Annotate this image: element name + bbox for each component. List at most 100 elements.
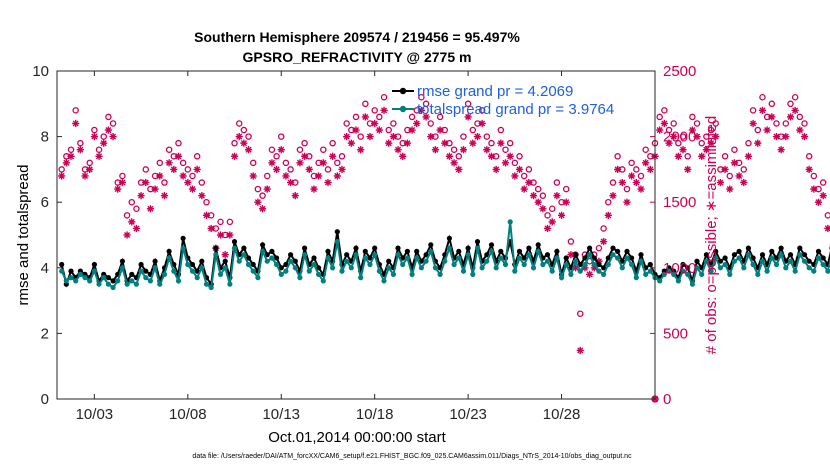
- obs-assimilated-point: [549, 218, 556, 225]
- series-point: [68, 275, 73, 280]
- series-point: [269, 255, 274, 260]
- obs-assimilated-point: [348, 140, 355, 147]
- chart-subtitle: GPSRO_REFRACTIVITY @ 2775 m: [243, 49, 472, 65]
- obs-assimilated-point: [287, 179, 294, 186]
- series-point: [610, 246, 615, 251]
- series-point: [405, 249, 410, 254]
- y-axis-label-left: rmse and totalspread: [15, 165, 32, 306]
- series-point: [87, 278, 92, 283]
- series-point: [335, 239, 340, 244]
- series-point: [489, 249, 494, 254]
- obs-assimilated-point: [432, 146, 439, 153]
- obs-possible-point: [274, 154, 279, 159]
- series-point: [424, 259, 429, 264]
- obs-assimilated-point: [194, 166, 201, 173]
- obs-possible-point: [265, 173, 270, 178]
- series-point: [213, 252, 218, 257]
- obs-assimilated-point: [614, 166, 621, 173]
- series-point: [339, 269, 344, 274]
- series-point: [643, 272, 648, 277]
- series-point: [59, 269, 64, 274]
- obs-possible-point: [522, 173, 527, 178]
- obs-possible-point: [685, 154, 690, 159]
- series-point: [657, 278, 662, 283]
- series-point: [648, 269, 653, 274]
- series-point: [92, 269, 97, 274]
- obs-assimilated-point: [352, 126, 359, 133]
- obs-assimilated-point: [427, 133, 434, 140]
- x-tick-label: 10/23: [449, 406, 487, 423]
- series-point: [592, 262, 597, 267]
- series-point: [788, 252, 793, 257]
- obs-possible-point: [283, 160, 288, 165]
- obs-assimilated-point: [796, 126, 803, 133]
- obs-assimilated-point: [721, 166, 728, 173]
- series-point: [545, 259, 550, 264]
- obs-assimilated-point: [502, 159, 509, 166]
- series-point: [92, 262, 97, 267]
- obs-possible-point: [545, 213, 550, 218]
- obs-assimilated-point: [792, 107, 799, 114]
- series-point: [125, 282, 130, 287]
- series-point: [517, 249, 522, 254]
- obs-assimilated-point: [394, 146, 401, 153]
- series-point: [606, 262, 611, 267]
- series-point: [134, 282, 139, 287]
- series-point: [115, 278, 120, 283]
- obs-possible-point: [783, 121, 788, 126]
- obs-assimilated-point: [81, 172, 88, 179]
- series-point: [821, 262, 826, 267]
- obs-possible-point: [232, 141, 237, 146]
- obs-assimilated-point: [605, 212, 612, 219]
- obs-assimilated-point: [366, 133, 373, 140]
- series-point: [349, 265, 354, 270]
- series-point: [456, 255, 461, 260]
- series-point: [648, 262, 653, 267]
- obs-assimilated-point: [222, 251, 229, 258]
- obs-assimilated-point: [114, 185, 121, 192]
- legend-spread-label: totalspread grand pr = 3.9764: [417, 101, 614, 118]
- obs-assimilated-point: [236, 133, 243, 140]
- series-point: [526, 246, 531, 251]
- obs-assimilated-point: [315, 172, 322, 179]
- obs-possible-point: [774, 121, 779, 126]
- obs-assimilated-point: [810, 185, 817, 192]
- series-point: [779, 246, 784, 251]
- series-point: [209, 285, 214, 290]
- obs-assimilated-point: [320, 159, 327, 166]
- series-point: [797, 252, 802, 257]
- series-point: [227, 282, 232, 287]
- obs-assimilated-point: [273, 166, 280, 173]
- series-point: [797, 246, 802, 251]
- obs-assimilated-point: [806, 166, 813, 173]
- series-point: [400, 262, 405, 267]
- series-point: [120, 265, 125, 270]
- series-point: [260, 242, 265, 247]
- obs-possible-point: [358, 134, 363, 139]
- obs-assimilated-point: [675, 153, 682, 160]
- obs-assimilated-point: [469, 140, 476, 147]
- obs-possible-point: [643, 147, 648, 152]
- series-point: [554, 255, 559, 260]
- series-point: [143, 275, 148, 280]
- obs-possible-point: [181, 160, 186, 165]
- obs-assimilated-point: [119, 179, 126, 186]
- series-point: [466, 246, 471, 251]
- obs-possible-point: [741, 167, 746, 172]
- obs-possible-point: [807, 154, 812, 159]
- series-point: [475, 246, 480, 251]
- series-point: [629, 262, 634, 267]
- series-point: [723, 262, 728, 267]
- obs-assimilated-point: [184, 179, 191, 186]
- series-point: [676, 278, 681, 283]
- series-point: [111, 278, 116, 283]
- obs-possible-point: [73, 108, 78, 113]
- x-tick-label: 10/18: [356, 406, 394, 423]
- obs-assimilated-point: [254, 199, 261, 206]
- series-point: [447, 246, 452, 251]
- series-point: [246, 262, 251, 267]
- series-point: [428, 249, 433, 254]
- obs-assimilated-point: [647, 166, 654, 173]
- series-point: [171, 269, 176, 274]
